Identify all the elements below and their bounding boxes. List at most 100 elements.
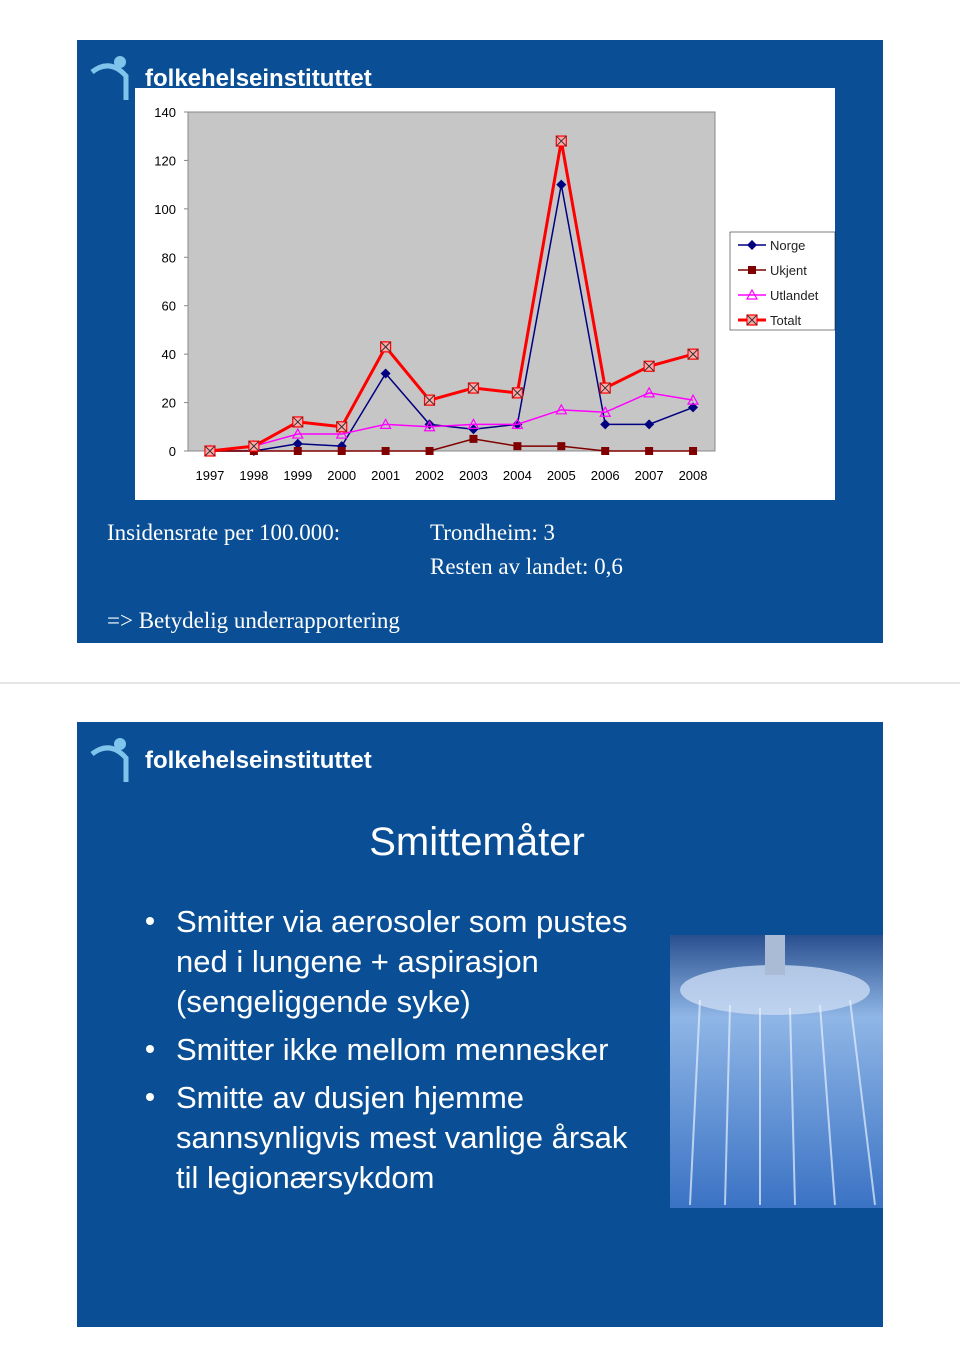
bullet-text: Smitter ikke mellom mennesker <box>176 1032 608 1067</box>
marker <box>381 447 390 455</box>
y-tick-label: 0 <box>169 444 176 459</box>
marker <box>337 447 346 455</box>
bullet-text: ned i lungene + aspirasjon <box>176 944 539 979</box>
marker <box>511 387 523 399</box>
marker <box>292 438 303 449</box>
legend-label: Totalt <box>770 313 801 328</box>
plot-area <box>187 111 716 452</box>
marker <box>468 424 479 435</box>
marker <box>469 434 478 443</box>
legend-label: Ukjent <box>770 263 807 278</box>
marker-cross <box>746 314 758 326</box>
marker <box>423 394 436 406</box>
x-tick-label: 1998 <box>239 468 268 483</box>
marker <box>555 135 567 147</box>
marker <box>336 421 348 433</box>
chart: 0 20 40 60 80 100 120 140 1997 1998 1999 2000 2001 20… <box>154 105 819 483</box>
slide-title: Smittemåter <box>369 820 585 864</box>
bullet-text: Smitte av dusjen hjemme <box>176 1080 524 1115</box>
legend <box>729 231 836 331</box>
marker <box>380 368 391 379</box>
x-tick-label: 1999 <box>283 468 312 483</box>
y-tick-label: 100 <box>154 202 176 217</box>
marker <box>643 386 656 398</box>
marker <box>747 240 757 250</box>
logo-text: folkehelseinstituttet <box>145 65 372 92</box>
y-tick-label: 80 <box>162 250 176 265</box>
marker <box>745 288 759 300</box>
x-tick-label: 2002 <box>415 468 444 483</box>
marker-cross <box>512 387 523 399</box>
marker <box>380 341 392 353</box>
marker <box>513 442 522 451</box>
bullet-text: sannsynligvis mest vanlige årsak <box>176 1120 628 1155</box>
marker <box>557 442 566 451</box>
marker <box>556 179 567 190</box>
marker <box>645 447 654 455</box>
marker <box>688 402 699 413</box>
x-tick-label: 1997 <box>195 468 224 483</box>
caption-label: Insidensrate per 100.000: <box>107 520 340 545</box>
x-tick-label: 2000 <box>327 468 356 483</box>
y-tick-label: 120 <box>154 153 176 168</box>
marker-cross <box>424 394 435 406</box>
x-tick-label: 2001 <box>371 468 400 483</box>
marker <box>643 360 655 372</box>
marker <box>291 427 304 439</box>
marker <box>423 420 436 432</box>
x-tick-label: 2008 <box>679 468 708 483</box>
series-line <box>209 184 694 452</box>
marker <box>425 447 434 455</box>
bullet-dot <box>146 917 154 925</box>
bullet-dot <box>146 1045 154 1053</box>
marker-cross <box>292 416 304 428</box>
marker <box>292 416 304 428</box>
marker-cross <box>687 348 699 360</box>
logo-text: folkehelseinstituttet <box>145 747 372 774</box>
marker <box>379 418 392 429</box>
logo-icon <box>90 738 129 782</box>
marker-cross <box>204 445 216 457</box>
marker-cross <box>468 382 479 394</box>
x-tick-label: 2005 <box>547 468 576 483</box>
y-tick-label: 40 <box>162 347 176 362</box>
y-tick-label: 20 <box>162 396 176 411</box>
series-line <box>209 140 694 453</box>
series-line <box>209 438 694 452</box>
x-tick-label: 2006 <box>591 468 620 483</box>
conclusion: => Betydelig underrapportering <box>107 608 400 633</box>
marker <box>599 382 611 394</box>
marker-cross <box>555 135 567 147</box>
y-tick-label: 140 <box>154 105 176 120</box>
marker <box>467 418 480 429</box>
caption-value: Resten av landet: 0,6 <box>430 554 623 579</box>
marker <box>555 403 568 415</box>
marker-cross <box>599 382 611 394</box>
shower-photo <box>670 935 883 1208</box>
caption-value: Trondheim: 3 <box>430 520 555 545</box>
marker <box>601 447 610 455</box>
marker <box>599 406 612 417</box>
marker <box>687 393 700 405</box>
marker <box>746 314 758 326</box>
x-tick-label: 2007 <box>635 468 664 483</box>
marker <box>467 382 480 394</box>
marker <box>748 266 756 274</box>
series-line <box>209 392 694 452</box>
y-tick-label: 60 <box>162 299 176 314</box>
bullet-text: (sengeliggende syke) <box>176 984 471 1019</box>
bullet-dot <box>146 1093 154 1101</box>
marker <box>644 419 655 430</box>
marker <box>293 447 302 455</box>
marker-cross <box>336 421 348 433</box>
marker <box>511 418 524 429</box>
marker <box>600 419 611 430</box>
x-tick-label: 2003 <box>459 468 488 483</box>
bullet-text: til legionærsykdom <box>176 1160 434 1195</box>
legend-label: Norge <box>770 238 805 253</box>
marker <box>687 348 699 360</box>
marker-cross <box>248 440 260 452</box>
x-tick-label: 2004 <box>503 468 532 483</box>
